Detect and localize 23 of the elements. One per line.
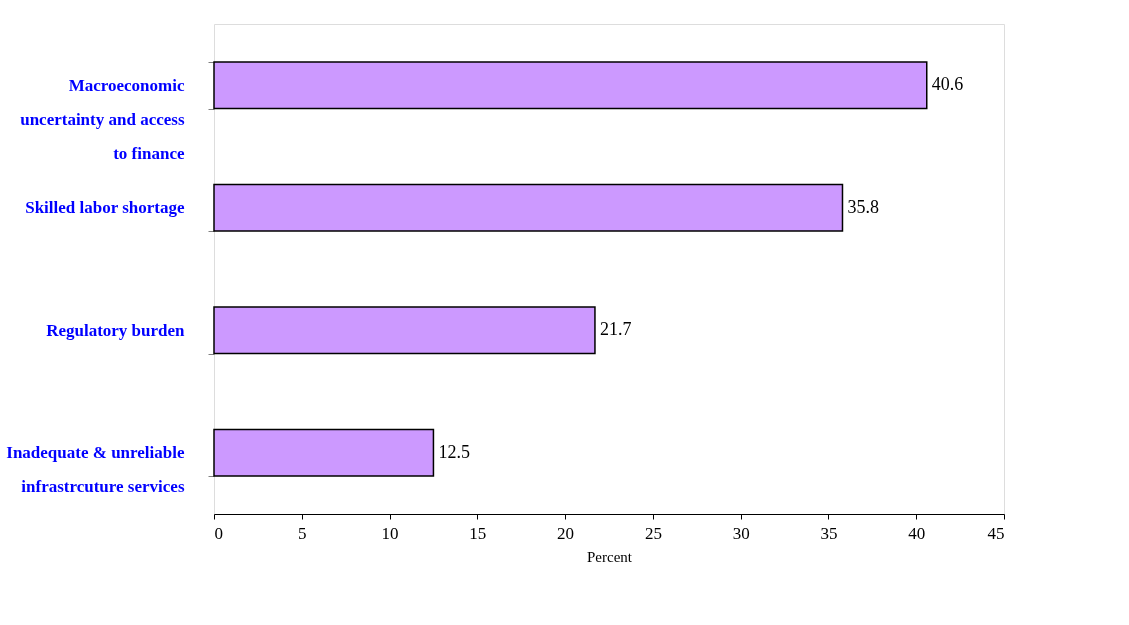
y-tick-label: Macroeconomic uncertainty and access to finance: [20, 75, 185, 163]
x-tick-label: 0: [214, 523, 223, 543]
y-tick-label: Inadequate & unreliable infrastrcuture services: [6, 443, 185, 497]
x-tick-label: 10: [381, 523, 399, 543]
data-label: 35.8: [847, 196, 879, 217]
x-tick-label: 25: [644, 523, 662, 543]
data-label: 21.7: [599, 319, 632, 340]
x-tick-label: 5: [298, 523, 307, 543]
x-tick-label: 35: [820, 523, 838, 543]
y-tick-label: Regulatory burden: [46, 320, 186, 340]
x-tick-label: 30: [732, 523, 750, 543]
x-tick-label: 20: [557, 523, 575, 543]
x-tick-label: 15: [469, 523, 487, 543]
bar: [213, 428, 435, 477]
data-label: 12.5: [438, 441, 470, 462]
y-tick-label: Skilled labor shortage: [25, 198, 185, 218]
bar: [213, 61, 928, 110]
x-axis-title: Percent: [587, 548, 633, 565]
bar: [213, 306, 596, 355]
bar: [213, 183, 844, 232]
data-label: 40.6: [931, 74, 964, 95]
x-tick-label: 45: [987, 523, 1005, 543]
x-tick-label: 40: [908, 523, 926, 543]
